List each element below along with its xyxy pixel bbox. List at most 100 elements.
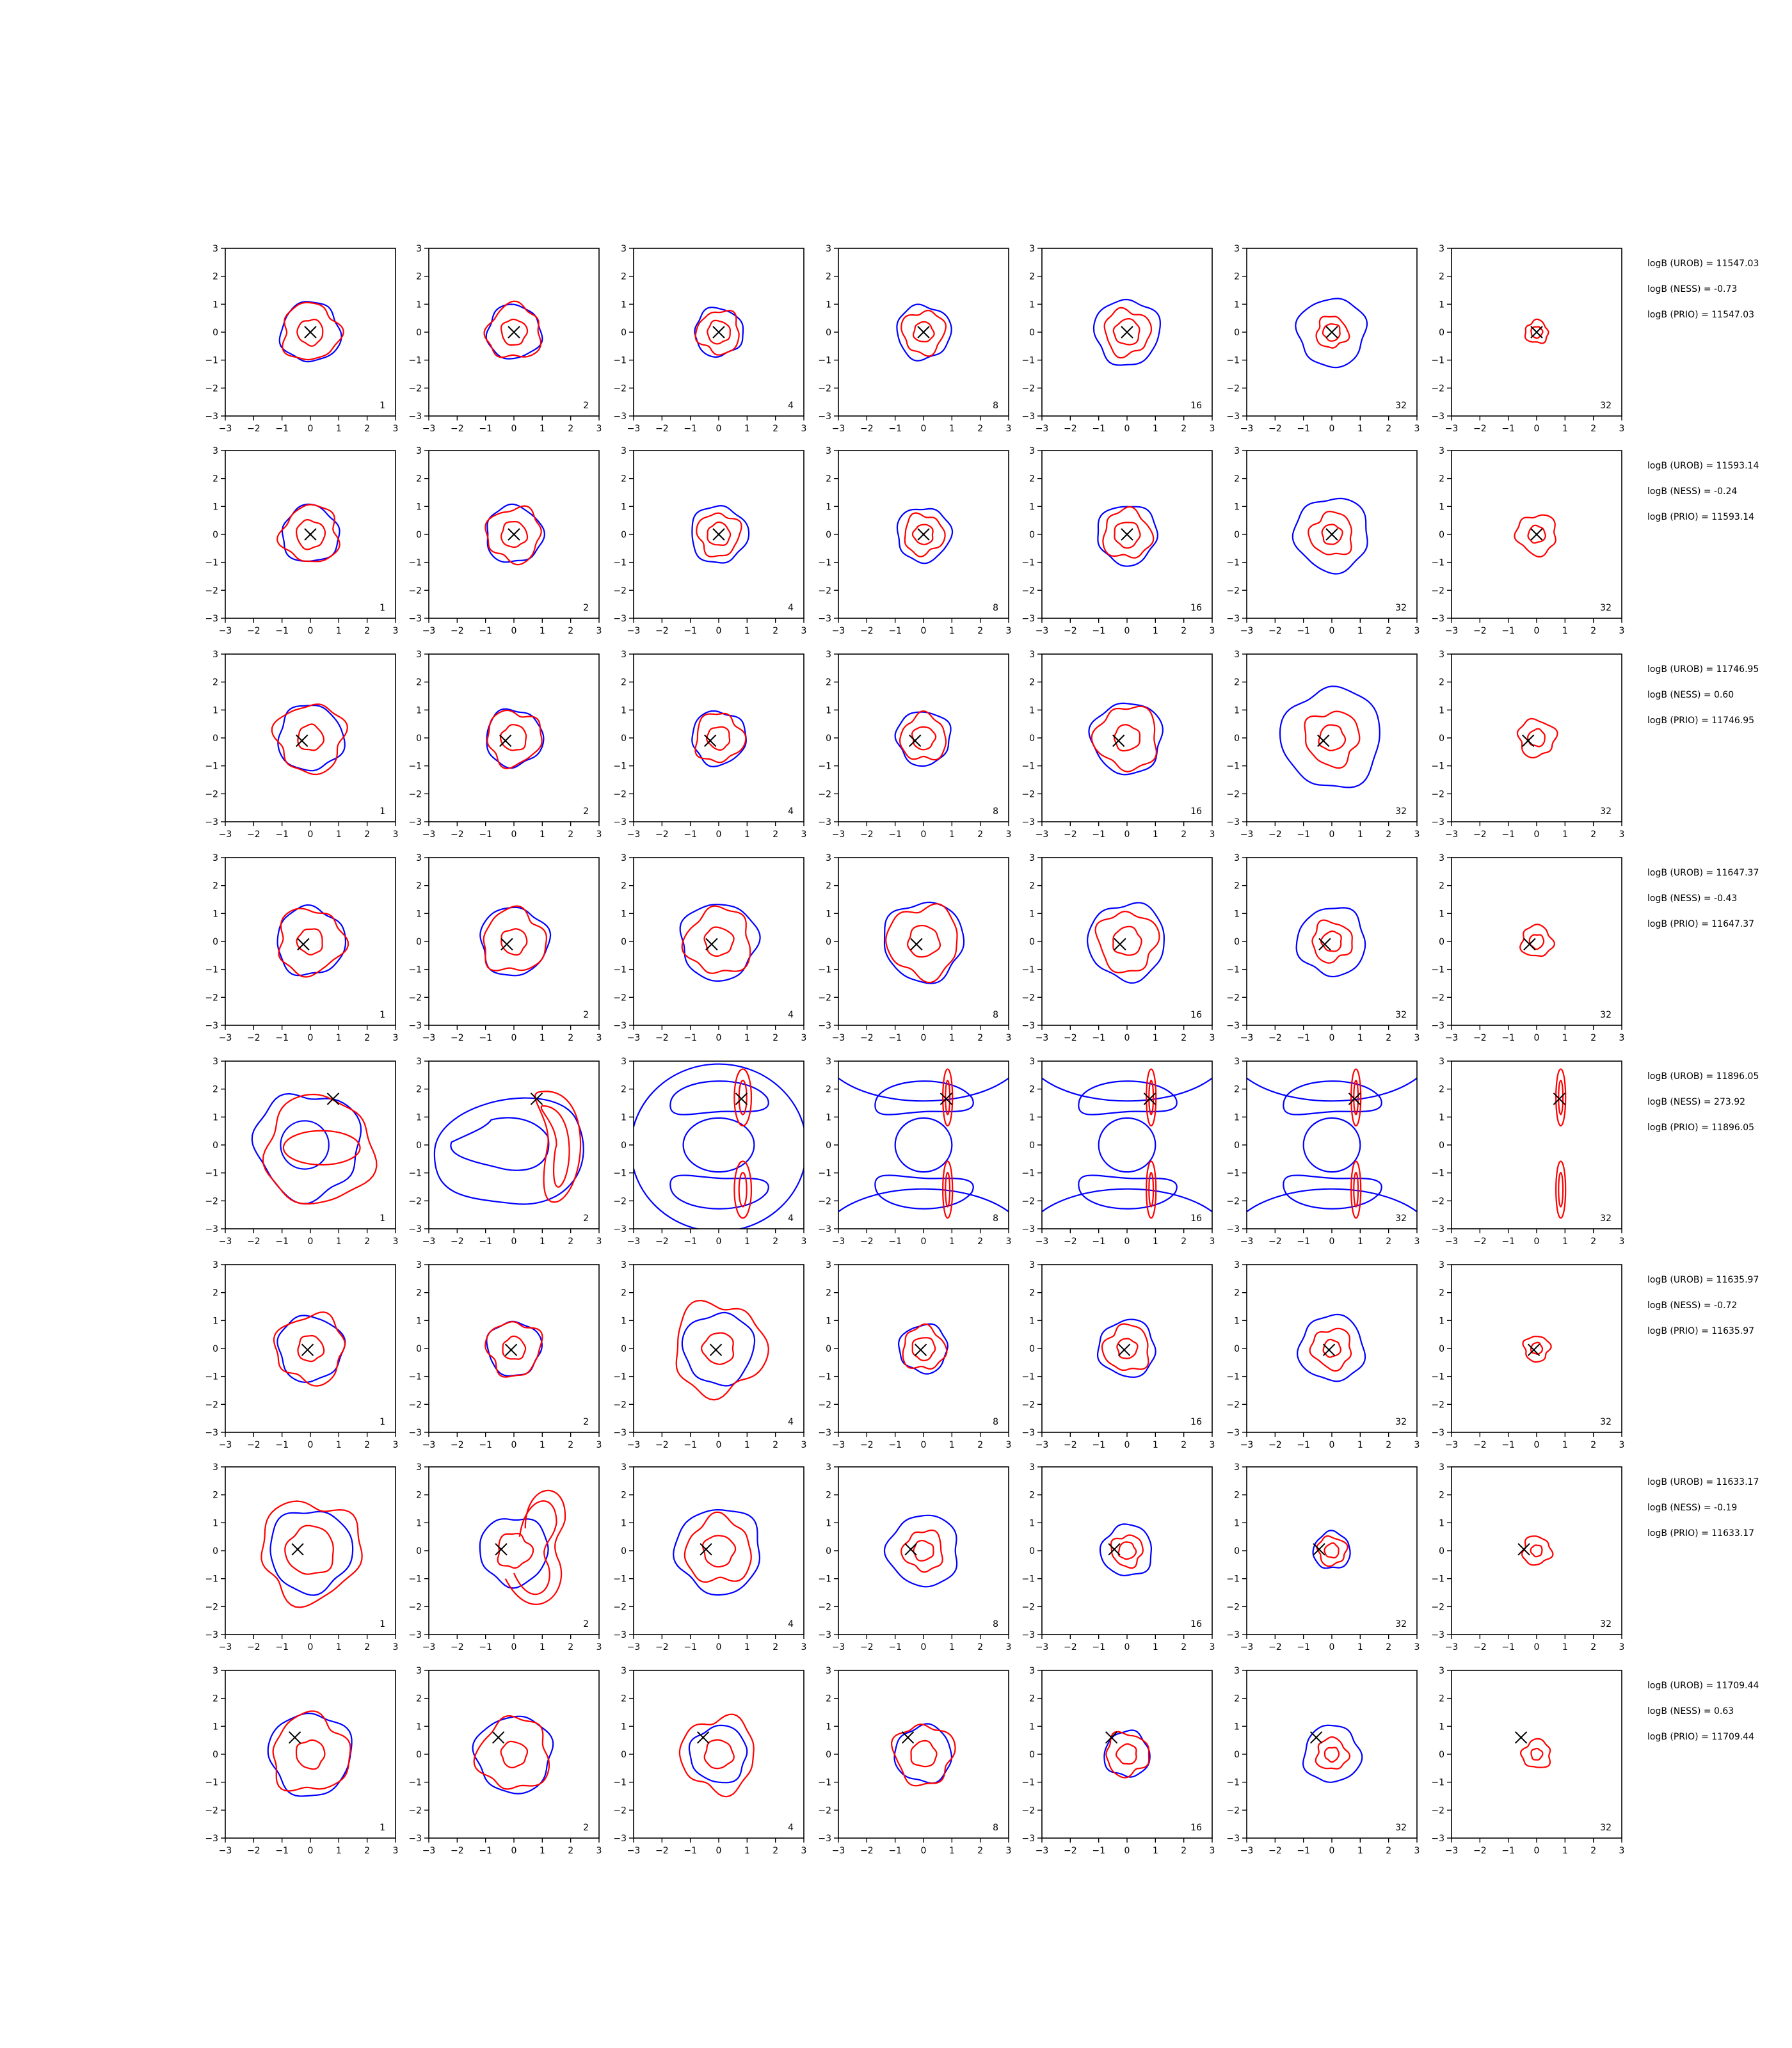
plot-area (1516, 717, 1558, 759)
plot-area (278, 301, 344, 363)
axes-frame (633, 1670, 804, 1839)
panel-index-label: 8 (993, 1823, 998, 1833)
plot-area (267, 1710, 353, 1797)
contour-red (1101, 1323, 1149, 1372)
x-tick-label: 1 (1562, 1846, 1568, 1856)
contour-blue (1097, 1318, 1156, 1378)
y-tick-label: 1 (212, 1518, 218, 1528)
y-tick-label: −2 (205, 1805, 218, 1816)
marker-x (1121, 528, 1133, 541)
x-tick-label: −3 (1240, 1033, 1254, 1043)
contour-red (1353, 1172, 1359, 1208)
marker-x (908, 734, 922, 748)
y-tick-label: 1 (1439, 705, 1444, 716)
y-tick-label: −2 (818, 789, 831, 799)
y-tick-label: −3 (205, 1021, 218, 1031)
x-tick-label: −3 (1036, 424, 1049, 434)
y-tick-label: 0 (1439, 1750, 1444, 1760)
panel: −3−3 −2 −2 −1 −1 0 0 1 1 2 2 3 3 16 (1021, 853, 1215, 1043)
x-tick-label: −1 (479, 1642, 492, 1652)
y-tick-label: 3 (826, 1260, 831, 1270)
y-tick-label: −1 (1431, 965, 1444, 975)
y-tick-label: 3 (1439, 1260, 1444, 1270)
y-tick-label: 1 (621, 705, 627, 716)
marker-x (1117, 1343, 1131, 1356)
panel: −3−3 −2 −2 −1 −1 0 0 1 1 2 2 3 3 4 (613, 853, 806, 1043)
marker-x (1348, 1092, 1361, 1105)
y-tick-label: 0 (416, 937, 422, 947)
contour-red (513, 1500, 557, 1596)
panel-index-label: 4 (788, 1010, 794, 1020)
y-tick-label: 1 (212, 300, 218, 310)
y-tick-label: 2 (416, 881, 422, 892)
y-tick-label: −1 (1431, 1169, 1444, 1179)
x-tick-label: 0 (921, 1236, 927, 1247)
x-tick-label: −2 (655, 829, 669, 840)
y-tick-label: −3 (613, 1630, 627, 1640)
y-tick-label: −2 (205, 383, 218, 394)
y-tick-label: 0 (416, 1546, 422, 1556)
y-tick-label: 2 (212, 272, 218, 282)
x-tick-label: −2 (655, 1033, 669, 1043)
y-tick-label: −3 (1431, 1834, 1444, 1844)
contour-blue (1312, 1530, 1351, 1569)
y-tick-label: 1 (212, 1112, 218, 1123)
y-tick-label: 3 (826, 1666, 831, 1676)
plot-area (896, 508, 954, 564)
contour-red (738, 1172, 748, 1208)
axes-frame (1451, 1060, 1622, 1229)
x-tick-label: 1 (1153, 1033, 1158, 1043)
y-tick-label: 2 (1439, 272, 1444, 282)
logb-annotation: logB (NESS) = 0.63 (1647, 1706, 1734, 1716)
y-tick-label: −1 (1021, 1574, 1035, 1585)
y-tick-label: 2 (416, 474, 422, 484)
marker-x (917, 528, 930, 541)
y-tick-label: −2 (613, 383, 627, 394)
contour-blue (1042, 1188, 1212, 1213)
x-tick-label: 0 (1329, 1846, 1335, 1856)
y-tick-label: 2 (416, 1288, 422, 1299)
x-tick-label: 2 (772, 424, 778, 434)
y-tick-label: −2 (1021, 993, 1035, 1003)
y-tick-label: 1 (1439, 1722, 1444, 1732)
contour-red (1322, 323, 1341, 342)
y-tick-label: 1 (826, 1722, 831, 1732)
logb-annotation: logB (UROB) = 11633.17 (1647, 1477, 1759, 1487)
y-tick-label: −2 (1226, 1400, 1240, 1410)
y-tick-label: 2 (621, 1288, 627, 1299)
x-tick-label: 3 (1210, 424, 1215, 434)
marker-x (1514, 1731, 1528, 1744)
x-tick-label: 0 (1124, 424, 1130, 434)
contour-red (282, 1130, 361, 1166)
x-tick-label: −1 (684, 1236, 697, 1247)
plot-area (691, 504, 750, 564)
contour-red (675, 1299, 769, 1401)
x-tick-label: −2 (247, 829, 260, 840)
x-tick-label: −1 (479, 424, 492, 434)
panel: −3−3 −2 −2 −1 −1 0 0 1 1 2 2 3 3 8 (818, 650, 1011, 840)
axes-frame (633, 857, 804, 1026)
y-tick-label: 0 (1439, 733, 1444, 744)
y-tick-label: 3 (1439, 1057, 1444, 1067)
contour-red (885, 902, 958, 984)
marker-x (297, 938, 310, 951)
axes-frame (428, 857, 600, 1026)
panel-index-label: 1 (380, 1619, 385, 1629)
contour-red (483, 905, 548, 972)
x-tick-label: 1 (1153, 829, 1158, 840)
panel: −3−3 −2 −2 −1 −1 0 0 1 1 2 2 3 3 2 (408, 1666, 602, 1856)
y-tick-label: 1 (826, 909, 831, 919)
x-tick-label: −3 (422, 424, 436, 434)
contour-red (1308, 510, 1353, 556)
plot-area (1103, 1729, 1151, 1779)
marker-x (1309, 1731, 1323, 1744)
plot-area (838, 1068, 1009, 1219)
x-tick-label: 0 (511, 1033, 517, 1043)
panel: −3−3 −2 −2 −1 −1 0 0 1 1 2 2 3 3 16 (1021, 446, 1215, 636)
x-tick-label: 1 (540, 424, 545, 434)
y-tick-label: −3 (1226, 1021, 1240, 1031)
contour-red (295, 1739, 326, 1770)
panel: −3−3 −2 −2 −1 −1 0 0 1 1 2 2 3 3 2 (408, 650, 602, 840)
x-tick-label: 1 (949, 1033, 955, 1043)
